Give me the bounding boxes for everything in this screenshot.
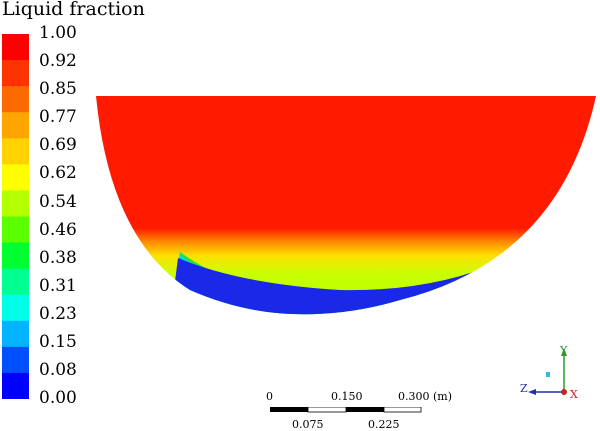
legend-title: Liquid fraction — [2, 0, 145, 20]
scale-label-150: 0.150 — [331, 390, 363, 403]
scale-label-300: 0.300 (m) — [398, 390, 453, 403]
z-axis-label: Z — [520, 382, 528, 395]
scale-label-225: 0.225 — [368, 418, 400, 431]
legend-tick-label: 0.46 — [39, 219, 77, 240]
legend-band — [2, 294, 29, 322]
legend-band — [2, 190, 29, 218]
scale-segments — [270, 407, 422, 413]
legend-band — [2, 320, 29, 348]
legend-tick-label: 0.23 — [39, 303, 77, 324]
legend-band — [2, 138, 29, 165]
legend-tick-label: 0.85 — [39, 79, 77, 100]
legend-band — [2, 34, 29, 61]
legend-band — [2, 372, 29, 399]
legend-band — [2, 346, 29, 374]
legend-tick-label: 0.69 — [39, 135, 77, 156]
color-bar — [2, 34, 29, 399]
scale-label-0: 0 — [266, 390, 273, 403]
legend-tick-label: 0.00 — [39, 388, 77, 408]
liquid-region — [96, 96, 596, 315]
legend-tick-label: 0.54 — [39, 191, 77, 212]
legend-band — [2, 86, 29, 113]
legend-band — [2, 112, 29, 139]
x-axis-label: X — [570, 388, 578, 401]
legend-tick-label: 0.08 — [39, 359, 77, 380]
legend-band — [2, 60, 29, 87]
scale-label-075: 0.075 — [292, 418, 324, 431]
legend-band — [2, 242, 29, 270]
legend-band — [2, 268, 29, 296]
legend-tick-label: 0.92 — [39, 51, 77, 72]
legend-tick-label: 0.31 — [39, 275, 77, 296]
legend-tick-label: 0.15 — [39, 331, 77, 352]
legend-band — [2, 164, 29, 192]
legend-band — [2, 216, 29, 244]
legend-tick-label: 0.77 — [39, 107, 77, 128]
legend-tick-label: 0.62 — [39, 163, 77, 184]
y-axis-label: Y — [559, 344, 568, 357]
scale-bar: 0 0.150 0.300 (m) 0.075 0.225 — [266, 388, 452, 431]
legend-tick-label: 1.00 — [39, 23, 77, 43]
axis-triad: Y Z X — [520, 344, 578, 401]
legend-tick-label: 0.38 — [39, 247, 77, 268]
